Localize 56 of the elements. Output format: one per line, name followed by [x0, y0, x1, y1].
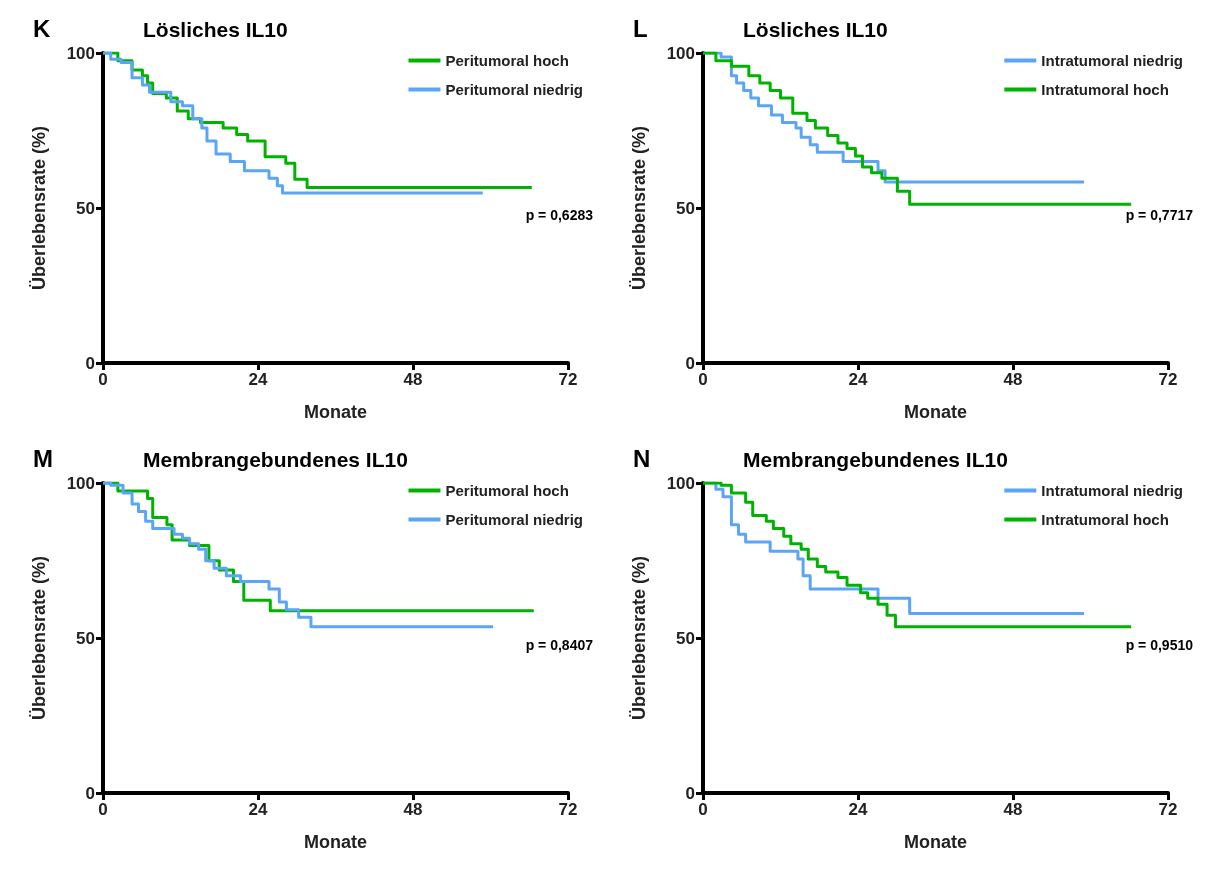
x-tick-label: 72 [1158, 370, 1178, 389]
annotation: p = 0,6283 [525, 207, 594, 223]
text: K [33, 14, 51, 42]
x-tick-label: 48 [403, 370, 423, 389]
legend-label: Intratumoral hoch [1041, 81, 1169, 98]
x-tick-label: 48 [1003, 370, 1023, 389]
annotation: p = 0,8407 [525, 637, 594, 653]
chart-title: Membrangebundenes IL10 [143, 448, 408, 471]
y-axis-title: Überlebensrate (%) [29, 125, 49, 291]
legend-label: Intratumoral niedrig [1041, 482, 1184, 499]
x-tick-label: 0 [98, 800, 108, 819]
x-tick-label: 24 [848, 800, 868, 819]
x-tick-label: 0 [698, 370, 708, 389]
x-tick-label: 0 [698, 800, 708, 819]
annotation: p = 0,7717 [1125, 207, 1194, 223]
x-axis-title: Monate [904, 402, 967, 422]
x-axis-title: Monate [304, 832, 367, 852]
chart-title: Lösliches IL10 [143, 18, 288, 41]
x-axis-title: Monate [304, 402, 367, 422]
x-tick-label: 24 [248, 370, 268, 389]
legend-label: Peritumoral niedrig [445, 81, 583, 98]
y-tick-label: 100 [66, 473, 95, 493]
y-tick-label: 100 [666, 473, 695, 493]
annotation: p = 0,9510 [1125, 637, 1194, 653]
x-tick-label: 72 [558, 800, 578, 819]
legend-label: Peritumoral hoch [445, 52, 569, 69]
x-tick-label: 72 [1158, 800, 1178, 819]
x-tick-label: 48 [403, 800, 423, 819]
y-tick-label: 100 [666, 43, 695, 63]
y-tick-label: 0 [685, 783, 695, 803]
y-tick-label: 50 [676, 198, 695, 218]
y-tick-label: 50 [76, 628, 95, 648]
text: L [633, 14, 648, 42]
y-axis-title: Überlebensrate (%) [29, 555, 49, 721]
legend-label: Peritumoral niedrig [445, 511, 583, 528]
y-tick-label: 0 [85, 353, 95, 373]
y-tick-label: 0 [85, 783, 95, 803]
y-tick-label: 0 [685, 353, 695, 373]
legend-label: Intratumoral niedrig [1041, 52, 1184, 69]
y-tick-label: 100 [66, 43, 95, 63]
y-tick-label: 50 [676, 628, 695, 648]
text: M [33, 444, 53, 472]
legend-label: Intratumoral hoch [1041, 511, 1169, 528]
x-tick-label: 72 [558, 370, 578, 389]
y-axis-title: Überlebensrate (%) [629, 555, 649, 721]
x-tick-label: 48 [1003, 800, 1023, 819]
x-axis-title: Monate [904, 832, 967, 852]
legend-label: Peritumoral hoch [445, 482, 569, 499]
x-tick-label: 0 [98, 370, 108, 389]
chart-title: Membrangebundenes IL10 [743, 448, 1008, 471]
y-axis-title: Überlebensrate (%) [629, 125, 649, 291]
y-tick-label: 50 [76, 198, 95, 218]
x-tick-label: 24 [848, 370, 868, 389]
chart-title: Lösliches IL10 [743, 18, 888, 41]
x-tick-label: 24 [248, 800, 268, 819]
text: N [633, 444, 651, 472]
